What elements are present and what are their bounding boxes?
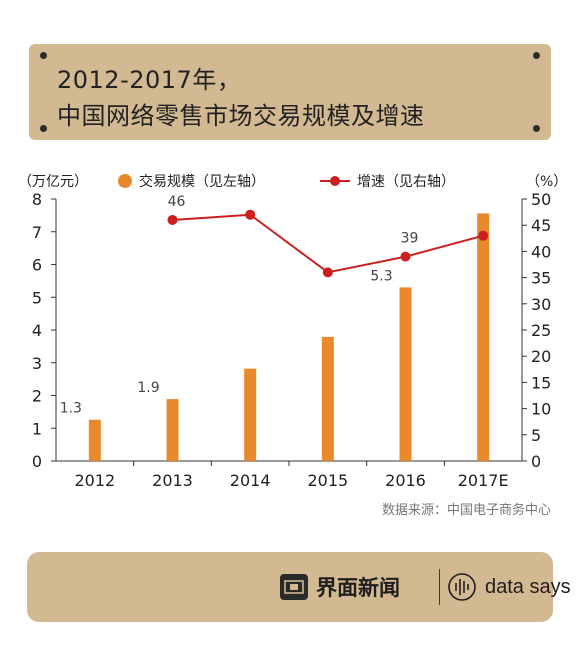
brand-divider	[439, 569, 440, 605]
line-point	[400, 251, 411, 262]
line-data-label: 39	[401, 231, 419, 247]
title-panel: 2012-2017年， 中国网络零售市场交易规模及增速	[29, 44, 551, 140]
x-tick-label: 2014	[230, 471, 271, 490]
left-tick-label: 0	[32, 452, 42, 471]
legend-line-marker	[330, 176, 340, 186]
panel-corner-dot	[533, 125, 540, 132]
legend-bar-label: 交易规模（见左轴）	[139, 173, 265, 190]
jiemian-logo-icon	[280, 574, 308, 600]
jiemian-brand: 界面新闻	[280, 572, 400, 602]
growth-line	[172, 213, 484, 274]
panel-corner-dot	[533, 52, 540, 59]
left-tick-label: 5	[32, 288, 42, 307]
left-tick-label: 7	[32, 223, 42, 242]
right-tick-label: 40	[531, 242, 551, 261]
bar-data-label: 5.3	[370, 268, 392, 284]
chart-title-line1: 2012-2017年，	[57, 66, 242, 94]
x-tick-label: 2015	[307, 471, 348, 490]
legend-line-label: 增速（见右轴）	[357, 174, 455, 190]
bar	[88, 419, 101, 461]
x-tick-label: 2012	[74, 471, 115, 490]
x-tick-label: 2016	[385, 471, 426, 490]
line-data-label: 46	[168, 194, 186, 210]
left-tick-label: 4	[32, 321, 42, 340]
right-tick-label: 0	[531, 452, 541, 471]
bar	[399, 287, 412, 461]
legend-bar-swatch	[118, 174, 132, 188]
left-tick-label: 8	[32, 190, 42, 209]
brand-name-cn: 界面新闻	[316, 576, 400, 600]
right-tick-label: 20	[531, 347, 551, 366]
x-tick-label: 2013	[152, 471, 193, 490]
right-tick-label: 10	[531, 400, 551, 419]
right-tick-label: 25	[531, 321, 551, 340]
left-tick-label: 3	[32, 354, 42, 373]
brand-name-en: data says	[485, 575, 571, 598]
bar-data-label: 1.3	[60, 401, 82, 417]
bar	[166, 399, 179, 461]
chart-title-line2: 中国网络零售市场交易规模及增速	[57, 102, 425, 130]
line-point	[245, 209, 256, 220]
right-tick-label: 35	[531, 269, 551, 288]
right-tick-label: 45	[531, 216, 551, 235]
right-tick-label: 30	[531, 295, 551, 314]
right-tick-label: 50	[531, 190, 551, 209]
bar-data-label: 1.9	[137, 380, 159, 396]
right-tick-label: 5	[531, 426, 541, 445]
left-axis-unit: （万亿元）	[18, 174, 88, 190]
bar	[321, 336, 334, 461]
datasays-brand: data says	[447, 570, 571, 604]
x-tick-label: 2017E	[458, 471, 509, 490]
left-tick-label: 6	[32, 256, 42, 275]
source-note: 数据来源：中国电子商务中心	[382, 502, 551, 518]
line-point	[322, 267, 333, 278]
line-point	[167, 214, 178, 225]
panel-corner-dot	[40, 125, 47, 132]
bar	[244, 368, 257, 461]
footer-panel: 界面新闻 data says	[27, 552, 571, 622]
line-point	[478, 230, 489, 241]
datasays-logo-icon	[448, 573, 476, 601]
right-axis-unit: （%）	[526, 174, 567, 190]
bar	[477, 213, 490, 461]
left-tick-label: 1	[32, 419, 42, 438]
right-tick-label: 15	[531, 373, 551, 392]
panel-corner-dot	[40, 52, 47, 59]
left-tick-label: 2	[32, 387, 42, 406]
